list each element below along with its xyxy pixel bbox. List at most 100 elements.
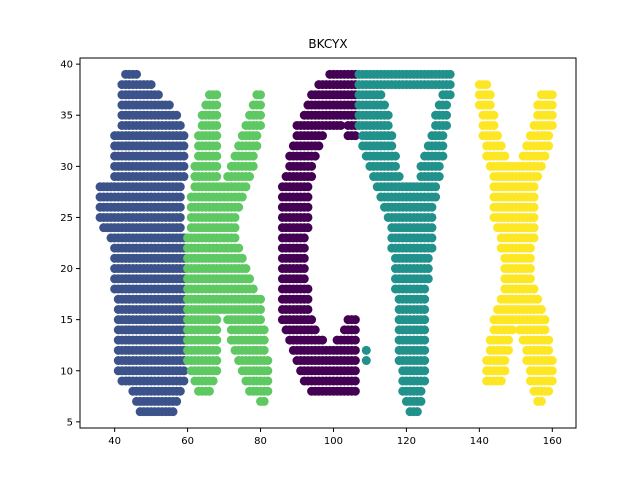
point xyxy=(256,100,266,110)
point xyxy=(536,161,546,171)
point xyxy=(427,243,437,253)
point xyxy=(299,243,309,253)
point xyxy=(303,192,313,202)
point xyxy=(529,182,539,192)
point xyxy=(544,141,554,151)
x-axis: 40 60 80 100 120 140 160 xyxy=(108,428,562,447)
point xyxy=(212,90,222,100)
point xyxy=(500,356,510,366)
y-tick-label: 20 xyxy=(60,264,73,275)
point xyxy=(204,386,214,396)
point xyxy=(529,212,539,222)
point xyxy=(496,141,506,151)
point xyxy=(427,233,437,243)
point xyxy=(175,223,185,233)
y-tick-label: 35 xyxy=(60,111,73,122)
point xyxy=(489,120,499,130)
point xyxy=(172,396,182,406)
point xyxy=(179,141,189,151)
point xyxy=(420,294,430,304)
x-tick-label: 160 xyxy=(543,436,562,447)
series-X xyxy=(474,80,557,406)
point xyxy=(525,264,535,274)
point xyxy=(248,284,258,294)
point xyxy=(420,284,430,294)
point xyxy=(536,396,546,406)
point xyxy=(361,345,371,355)
point xyxy=(380,100,390,110)
point xyxy=(248,151,258,161)
point xyxy=(175,192,185,202)
point xyxy=(212,120,222,130)
point xyxy=(212,315,222,325)
x-tick-label: 100 xyxy=(324,436,343,447)
point xyxy=(256,304,266,314)
point xyxy=(303,294,313,304)
point xyxy=(303,202,313,212)
point xyxy=(350,356,360,366)
point xyxy=(504,335,514,345)
point xyxy=(146,80,156,90)
point xyxy=(179,151,189,161)
point xyxy=(256,90,266,100)
point xyxy=(336,120,346,130)
point xyxy=(212,131,222,141)
point xyxy=(390,151,400,161)
point xyxy=(434,172,444,182)
point xyxy=(420,335,430,345)
point xyxy=(445,69,455,79)
point xyxy=(237,253,247,263)
y-tick-label: 25 xyxy=(60,213,73,224)
y-tick-label: 10 xyxy=(60,366,73,377)
point xyxy=(387,131,397,141)
point xyxy=(361,356,371,366)
series-Y xyxy=(354,69,455,417)
point xyxy=(525,243,535,253)
x-tick-label: 140 xyxy=(470,436,489,447)
point xyxy=(241,182,251,192)
point xyxy=(547,100,557,110)
point xyxy=(179,366,189,376)
y-tick-label: 40 xyxy=(60,60,73,71)
point xyxy=(540,325,550,335)
point xyxy=(420,345,430,355)
point xyxy=(438,141,448,151)
x-tick-label: 40 xyxy=(108,436,121,447)
point xyxy=(299,274,309,284)
point xyxy=(529,202,539,212)
y-tick-label: 15 xyxy=(60,315,73,326)
point xyxy=(241,264,251,274)
point xyxy=(314,141,324,151)
point xyxy=(212,110,222,120)
point xyxy=(318,131,328,141)
point xyxy=(445,90,455,100)
point xyxy=(303,182,313,192)
point xyxy=(493,131,503,141)
point xyxy=(299,264,309,274)
point xyxy=(544,131,554,141)
point xyxy=(299,233,309,243)
point xyxy=(533,172,543,182)
point xyxy=(245,274,255,284)
point xyxy=(529,223,539,233)
point xyxy=(533,294,543,304)
point xyxy=(547,356,557,366)
point xyxy=(420,366,430,376)
point xyxy=(525,253,535,263)
point xyxy=(230,212,240,222)
point xyxy=(416,396,426,406)
point xyxy=(390,161,400,171)
point xyxy=(383,110,393,120)
point xyxy=(256,315,266,325)
point xyxy=(307,161,317,171)
point xyxy=(500,366,510,376)
chart-title: BKCYX xyxy=(308,37,347,51)
point xyxy=(431,192,441,202)
point xyxy=(172,110,182,120)
point xyxy=(303,284,313,294)
point xyxy=(299,253,309,263)
point xyxy=(547,90,557,100)
point xyxy=(307,172,317,182)
